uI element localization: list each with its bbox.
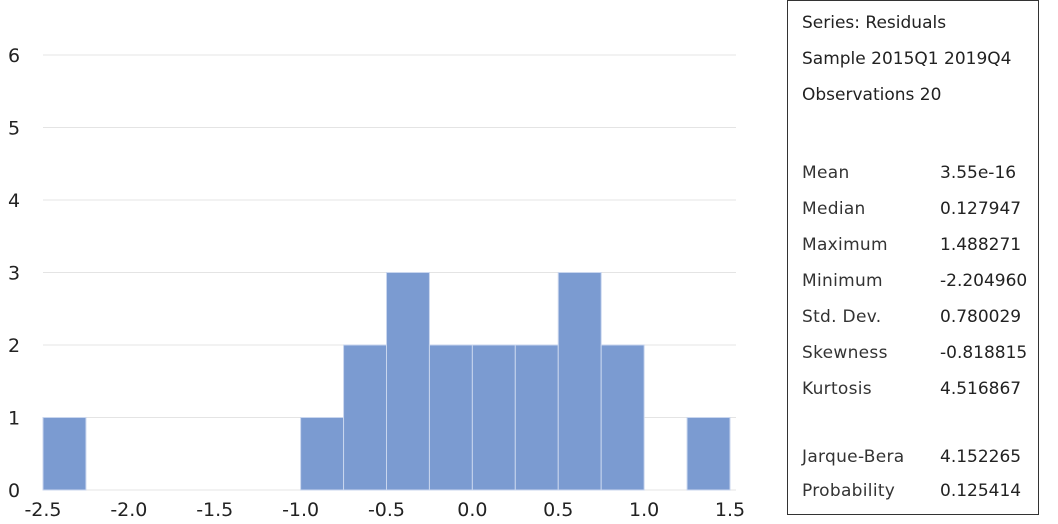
x-tick-label: -0.5 (368, 499, 405, 521)
histogram-bar (557, 272, 602, 491)
stat-row: Maximum 1.488271 (802, 235, 1028, 257)
stat-row: Skewness -0.818815 (802, 343, 1028, 365)
x-tick-label: -2.5 (24, 499, 61, 521)
stat-value: -2.204960 (940, 271, 1028, 291)
stat-row: Mean 3.55e-16 (802, 163, 1028, 185)
histogram-chart: 0 1 2 3 4 5 6 -2.5 -2.0 -1.5 -1.0 -0.5 0.0 0.5 1.0 1.5 (8, 45, 745, 521)
x-tick-label: 1.5 (715, 499, 745, 521)
series-name: Series: Residuals (802, 13, 947, 33)
y-tick-label: 0 (8, 480, 20, 502)
x-tick-label: 0.0 (457, 499, 487, 521)
y-tick-label: 6 (8, 45, 20, 67)
histogram-bar (600, 344, 645, 491)
histogram-bar (514, 344, 559, 491)
stat-value: 0.127947 (940, 199, 1022, 219)
histogram-bar (42, 417, 87, 491)
y-tick-label: 5 (8, 118, 20, 140)
stat-row: Median 0.127947 (802, 199, 1028, 221)
x-tick-label: -2.0 (110, 499, 147, 521)
stat-value: 0.125414 (940, 481, 1022, 501)
histogram-bar (343, 344, 387, 491)
x-tick-label: 1.0 (629, 499, 659, 521)
stat-row: Kurtosis 4.516867 (802, 379, 1028, 401)
histogram-bars (42, 272, 731, 491)
stat-label: Kurtosis (802, 379, 872, 399)
x-tick-label: -1.0 (282, 499, 319, 521)
histogram-bar (471, 344, 516, 491)
stat-label: Minimum (802, 271, 883, 291)
stat-label: Maximum (802, 235, 888, 255)
y-tick-label: 4 (8, 190, 20, 212)
x-tick-label: 0.5 (543, 499, 573, 521)
stats-panel: Series: Residuals Sample 2015Q1 2019Q4 O… (787, 0, 1039, 515)
histogram-bar (300, 417, 345, 491)
stat-label: Jarque-Bera (802, 447, 905, 467)
stat-label: Skewness (802, 343, 888, 363)
stat-value: 4.152265 (940, 447, 1022, 467)
stat-row: Probability 0.125414 (802, 481, 1028, 503)
stat-label: Std. Dev. (802, 307, 882, 327)
stat-value: 0.780029 (940, 307, 1022, 327)
y-tick-label: 1 (8, 408, 20, 430)
stat-row: Minimum -2.204960 (802, 271, 1028, 293)
y-tick-label: 3 (8, 263, 20, 285)
sample-range: Sample 2015Q1 2019Q4 (802, 49, 1012, 69)
observation-count: Observations 20 (802, 85, 942, 105)
x-tick-label: -1.5 (196, 499, 233, 521)
stat-value: -0.818815 (940, 343, 1028, 363)
stat-row: Jarque-Bera 4.152265 (802, 447, 1028, 469)
stat-label: Mean (802, 163, 850, 183)
histogram-bar (386, 272, 430, 491)
stat-value: 1.488271 (940, 235, 1022, 255)
y-tick-label: 2 (8, 335, 20, 357)
stat-label: Probability (802, 481, 896, 501)
stat-value: 3.55e-16 (940, 163, 1017, 183)
stat-value: 4.516867 (940, 379, 1022, 399)
x-axis-ticks: -2.5 -2.0 -1.5 -1.0 -0.5 0.0 0.5 1.0 1.5 (24, 499, 745, 521)
stat-row: Std. Dev. 0.780029 (802, 307, 1028, 329)
y-axis-ticks: 0 1 2 3 4 5 6 (8, 45, 20, 502)
histogram-bar (686, 417, 731, 491)
stat-label: Median (802, 199, 866, 219)
histogram-bar (428, 344, 473, 491)
